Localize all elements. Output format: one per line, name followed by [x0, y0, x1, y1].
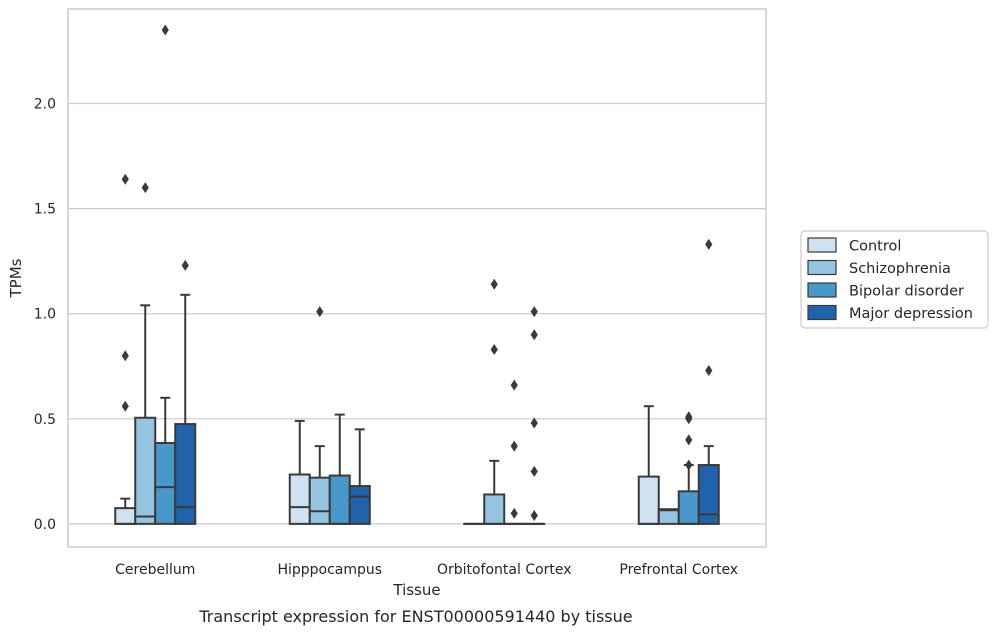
x-tick-label: Orbitofontal Cortex	[437, 562, 572, 578]
box-body	[657, 508, 680, 525]
legend-item: Schizophrenia	[807, 259, 951, 277]
box-mark	[697, 238, 720, 525]
box-body	[637, 475, 660, 525]
legend-swatch	[807, 259, 837, 276]
outlier-point	[705, 364, 713, 376]
box-body	[677, 490, 700, 525]
x-tick-label: Hipppocampus	[277, 562, 382, 578]
y-tick-label: 1.5	[34, 202, 56, 218]
box-mark	[288, 419, 311, 525]
legend-item: Major depression	[807, 304, 973, 322]
box-body	[697, 464, 720, 525]
box-mark	[523, 306, 546, 525]
box-body	[154, 441, 177, 525]
box-body	[288, 473, 311, 525]
legend-swatch	[807, 282, 837, 298]
legend-swatch	[807, 237, 837, 253]
series-bipolar-disorder	[154, 24, 700, 525]
outlier-point	[490, 278, 498, 290]
outlier-point	[510, 379, 518, 391]
y-axis-label: TPMs	[7, 258, 25, 298]
box-mark	[328, 413, 351, 525]
outlier-point	[121, 400, 129, 412]
chart-caption: Transcript expression for ENST0000059144…	[198, 607, 632, 626]
y-tick-label: 0.5	[34, 412, 56, 428]
box-mark	[637, 405, 660, 525]
plot-frame	[67, 8, 767, 548]
box-mark	[134, 182, 157, 525]
outlier-point	[530, 417, 538, 429]
series-major-depression	[174, 238, 720, 525]
box-body	[483, 493, 506, 525]
box-mark	[483, 278, 506, 525]
x-tick-labels: Cerebellum Hipppocampus Orbitofontal Corte…	[115, 562, 738, 578]
outlier-point	[161, 24, 169, 36]
y-tick-labels: 0.0 0.5 1.0 1.5 2.0	[34, 97, 56, 533]
legend-item: Bipolar disorder	[807, 282, 964, 300]
x-tick-label: Cerebellum	[115, 562, 195, 578]
x-axis-label: Tissue	[392, 581, 440, 599]
box-body	[134, 416, 157, 525]
outlier-point	[316, 306, 324, 318]
series-schizophrenia	[134, 182, 680, 525]
box-mark	[503, 379, 526, 525]
box-body	[328, 474, 351, 525]
outlier-point	[530, 329, 538, 341]
y-tick-label: 0.0	[34, 517, 56, 533]
box-mark	[154, 24, 177, 525]
y-tick-label: 2.0	[34, 97, 56, 113]
box-body	[174, 423, 197, 525]
outlier-point	[530, 306, 538, 318]
box-mark	[114, 173, 137, 525]
outlier-point	[530, 465, 538, 477]
outlier-point	[181, 259, 189, 271]
box-mark	[677, 411, 700, 525]
box-body	[348, 485, 371, 525]
outlier-point	[510, 507, 518, 519]
outlier-point	[530, 509, 538, 521]
legend-swatch	[807, 304, 837, 321]
box-series	[114, 24, 720, 525]
legend-label: Bipolar disorder	[849, 284, 964, 300]
box-body	[308, 476, 331, 525]
x-tick-label: Prefrontal Cortex	[619, 562, 738, 578]
outlier-point	[141, 182, 149, 194]
outlier-point	[685, 411, 693, 423]
legend-item: Control	[807, 237, 901, 255]
y-tick-label: 1.0	[34, 307, 56, 323]
box-mark	[657, 508, 680, 525]
outlier-point	[705, 238, 713, 250]
box-mark	[308, 306, 331, 525]
outlier-point	[685, 459, 693, 471]
legend-label: Schizophrenia	[849, 261, 951, 277]
outlier-point	[490, 343, 498, 355]
box-mark	[348, 428, 371, 525]
outlier-point	[685, 434, 693, 446]
outlier-point	[121, 173, 129, 185]
legend-label: Major depression	[849, 306, 973, 322]
series-control	[114, 173, 660, 525]
outlier-point	[510, 440, 518, 452]
legend: Control Schizophrenia Bipolar disorder Majo…	[800, 230, 989, 329]
box-body	[114, 507, 137, 525]
legend-frame	[800, 230, 989, 329]
outlier-point	[121, 350, 129, 362]
box-mark	[174, 259, 197, 525]
legend-label: Control	[849, 239, 901, 255]
